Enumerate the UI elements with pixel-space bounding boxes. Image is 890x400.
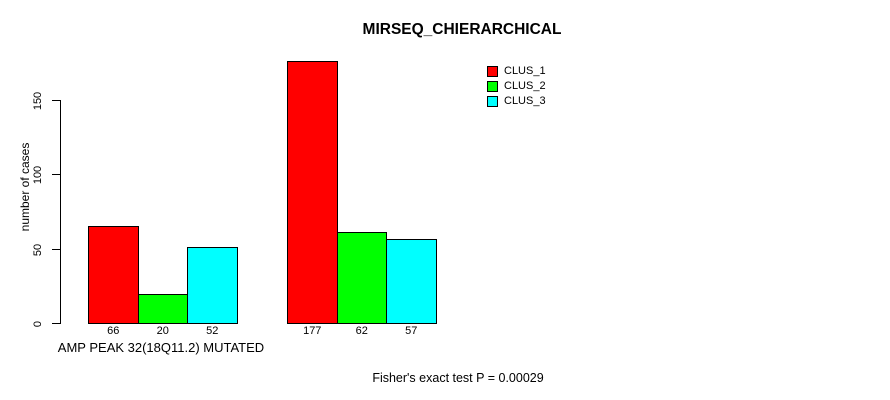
- y-tick-mark: [52, 100, 61, 101]
- bar-clus-3-g2: [386, 239, 437, 324]
- legend-label: CLUS_2: [504, 80, 546, 92]
- y-tick-label: 50: [32, 243, 44, 257]
- y-tick-label: 100: [32, 165, 44, 185]
- y-tick-mark: [52, 249, 61, 250]
- y-tick-mark: [52, 174, 61, 175]
- bar-value-label: 20: [156, 325, 169, 337]
- bar-clus-2-g1: [137, 294, 188, 324]
- legend-row: CLUS_3: [487, 94, 546, 109]
- x-axis-title: AMP PEAK 32(18Q11.2) MUTATED: [57, 340, 265, 355]
- legend-swatch-clus-1: [487, 66, 498, 77]
- chart-title: MIRSEQ_CHIERARCHICAL: [362, 21, 562, 38]
- legend-swatch-clus-3: [487, 96, 498, 107]
- legend-row: CLUS_1: [487, 64, 546, 79]
- bar-value-label: 177: [303, 325, 322, 337]
- bar-clus-2-g2: [336, 232, 387, 324]
- y-axis-line: [60, 101, 61, 324]
- y-tick-label: 150: [32, 91, 44, 111]
- bar-clus-3-g1: [187, 247, 238, 324]
- legend-label: CLUS_1: [504, 65, 546, 77]
- y-tick-mark: [52, 323, 61, 324]
- bar-value-label: 57: [405, 325, 418, 337]
- legend-label: CLUS_3: [504, 95, 546, 107]
- bar-value-label: 52: [206, 325, 219, 337]
- y-tick-label: 0: [32, 320, 44, 328]
- legend: CLUS_1 CLUS_2 CLUS_3: [487, 64, 546, 109]
- bar-value-label: 66: [107, 325, 120, 337]
- bar-clus-1-g2: [287, 61, 338, 324]
- bar-clus-1-g1: [88, 226, 139, 324]
- bar-value-label: 62: [355, 325, 368, 337]
- legend-swatch-clus-2: [487, 81, 498, 92]
- y-axis-title: number of cases: [18, 142, 32, 232]
- legend-row: CLUS_2: [487, 79, 546, 94]
- annotation-text: Fisher's exact test P = 0.00029: [372, 371, 544, 385]
